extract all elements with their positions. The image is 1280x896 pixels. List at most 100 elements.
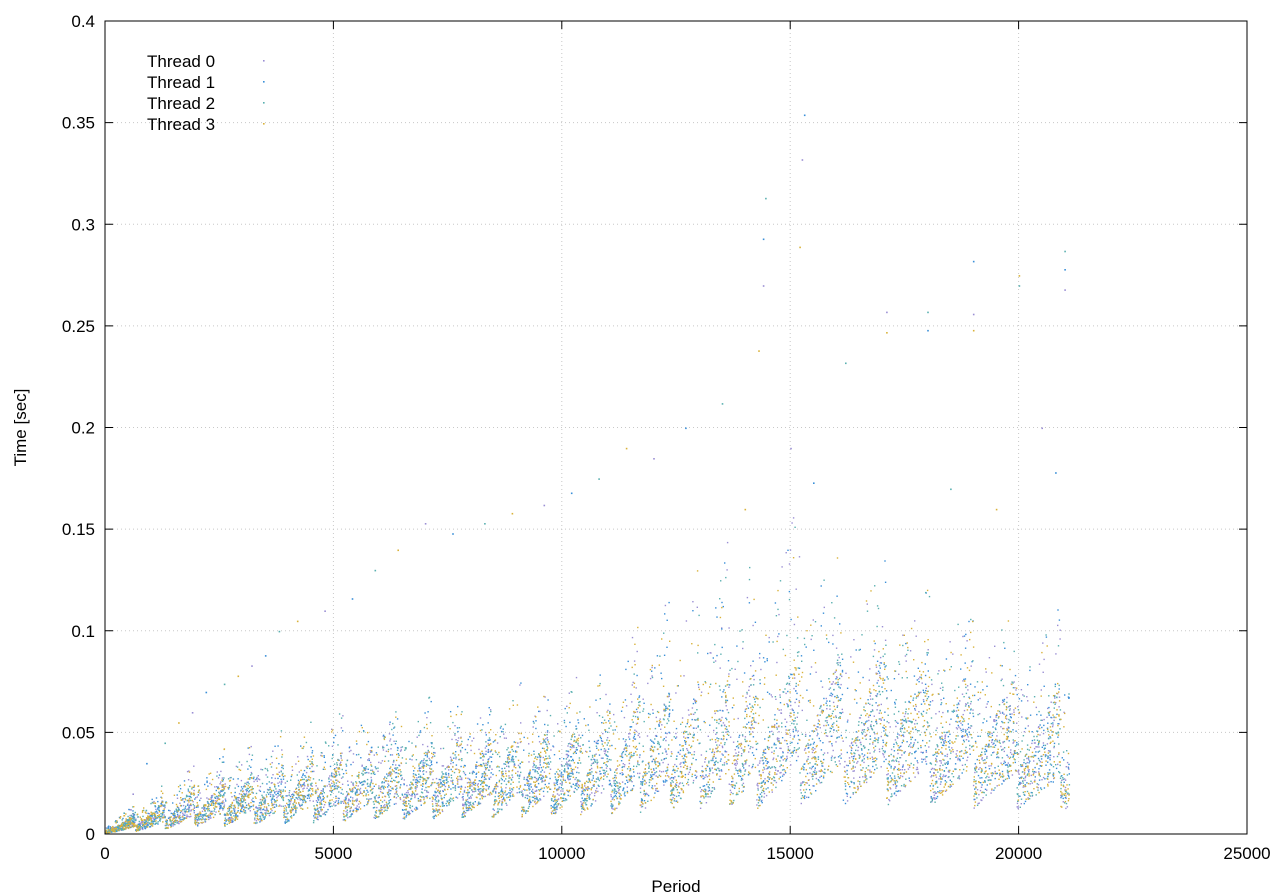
data-point <box>1037 789 1039 791</box>
data-point <box>618 782 620 784</box>
data-point <box>310 746 312 749</box>
data-point <box>775 747 777 749</box>
data-point <box>908 700 910 703</box>
data-point <box>236 783 238 786</box>
data-point <box>340 727 343 729</box>
data-point <box>636 748 638 750</box>
data-point <box>712 657 714 659</box>
data-point <box>604 752 606 755</box>
data-point <box>554 798 556 801</box>
data-point <box>942 711 944 714</box>
data-point <box>256 778 258 780</box>
data-point <box>633 712 635 714</box>
data-point <box>628 733 630 735</box>
data-point <box>696 775 698 778</box>
data-point <box>863 761 865 764</box>
data-point <box>1046 716 1048 718</box>
data-point <box>912 745 914 747</box>
data-point <box>812 749 814 751</box>
data-point <box>606 737 609 739</box>
data-point <box>196 818 198 821</box>
data-point <box>966 733 968 735</box>
data-point <box>970 665 972 667</box>
data-point <box>767 780 769 783</box>
data-point <box>687 709 690 711</box>
data-point <box>767 776 769 779</box>
data-point <box>666 707 668 709</box>
data-point <box>238 797 240 799</box>
data-point <box>992 743 994 745</box>
data-point <box>523 736 525 739</box>
data-point <box>896 785 898 787</box>
data-point <box>994 767 996 769</box>
data-point <box>168 816 171 819</box>
data-point <box>655 788 657 790</box>
data-point <box>412 773 415 775</box>
data-point <box>629 733 631 735</box>
data-point <box>958 703 960 706</box>
data-point <box>633 735 635 738</box>
data-point <box>221 777 224 779</box>
data-point <box>317 798 319 800</box>
data-point <box>869 771 871 773</box>
data-point <box>643 702 645 704</box>
data-point <box>631 781 633 783</box>
data-point <box>433 817 435 820</box>
data-point <box>950 666 952 668</box>
data-point <box>867 749 870 751</box>
data-point <box>190 780 193 782</box>
data-point <box>656 761 658 763</box>
data-point <box>813 741 815 744</box>
data-point <box>795 685 797 687</box>
data-point <box>209 804 212 806</box>
data-point <box>863 723 865 725</box>
data-point <box>1063 711 1065 714</box>
data-point <box>218 774 221 776</box>
data-point <box>654 772 656 774</box>
data-point <box>758 797 761 799</box>
data-point <box>1020 803 1022 805</box>
data-point <box>779 776 782 778</box>
data-point <box>1047 761 1049 763</box>
data-point <box>863 758 865 760</box>
data-point <box>750 684 752 686</box>
data-point <box>549 757 551 759</box>
data-point <box>720 758 722 760</box>
data-point <box>464 748 467 751</box>
data-point <box>788 677 790 679</box>
data-point <box>220 790 222 792</box>
data-point <box>252 805 254 807</box>
data-point <box>347 784 349 786</box>
data-point <box>1029 760 1031 762</box>
data-point <box>901 775 904 778</box>
data-point <box>317 797 319 799</box>
data-point <box>887 763 890 765</box>
data-point <box>741 777 743 780</box>
data-point <box>437 801 439 803</box>
data-point <box>1001 770 1004 773</box>
data-point <box>505 794 507 796</box>
data-point <box>317 811 319 813</box>
data-point <box>223 761 225 763</box>
data-point <box>739 775 742 778</box>
data-point <box>195 806 198 808</box>
data-point <box>1014 674 1017 677</box>
data-point <box>153 820 155 822</box>
data-point <box>1026 744 1029 746</box>
data-point <box>1057 736 1059 738</box>
data-point <box>807 744 810 746</box>
data-point <box>349 800 352 802</box>
data-point <box>306 755 309 758</box>
data-point <box>1049 736 1051 738</box>
data-point <box>259 811 262 814</box>
data-point <box>248 791 250 793</box>
data-point <box>1043 718 1045 721</box>
data-point <box>938 670 940 672</box>
data-point <box>662 770 665 773</box>
data-point <box>1067 792 1069 794</box>
data-point <box>534 770 537 772</box>
data-point <box>984 762 986 765</box>
data-point <box>1043 729 1045 732</box>
data-point <box>724 562 726 564</box>
data-point <box>319 793 321 795</box>
